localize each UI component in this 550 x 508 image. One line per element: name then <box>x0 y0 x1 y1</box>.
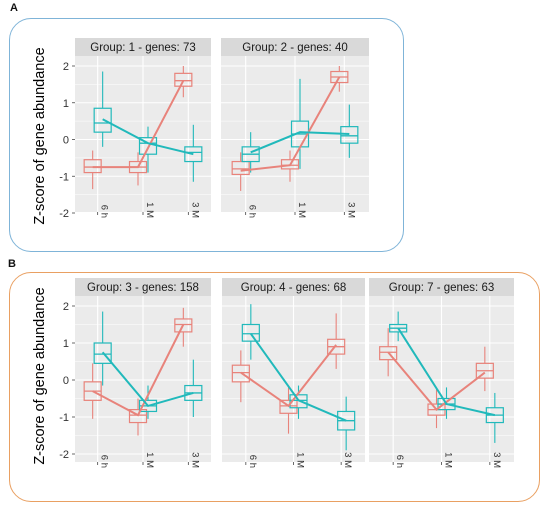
x-tick-label: 6 h <box>247 205 258 218</box>
box <box>241 323 260 342</box>
trend-line-salmon <box>92 324 185 417</box>
panel-label-a: A <box>10 2 18 14</box>
facet-1: Group: 1 - genes: 73 -2 -1 0 1 2 6 h 1 M 3 M <box>59 38 211 220</box>
panel-a-frame <box>9 18 404 252</box>
box <box>340 126 359 144</box>
box <box>379 346 398 361</box>
x-tick-label: 3 M <box>189 452 200 468</box>
facet-4: Group: 4 - genes: 68 6 h 1 M 3 M <box>222 278 365 468</box>
trend-line-teal <box>397 327 496 417</box>
y-tick-label: -2 <box>59 208 69 220</box>
facet-title: Group: 2 - genes: 40 <box>242 42 347 54</box>
box <box>93 107 112 133</box>
x-tick-label: 1 M <box>144 452 155 468</box>
x-tick-label: 6 h <box>247 455 258 468</box>
trend-line-salmon <box>240 344 337 408</box>
y-tick-label: 2 <box>63 301 69 313</box>
trend-line-salmon <box>92 80 185 169</box>
x-tick-label: 3 M <box>491 452 502 468</box>
x-tick-label: 6 h <box>99 205 110 218</box>
x-tick-label: 1 M <box>295 452 306 468</box>
facet-header <box>75 278 211 296</box>
x-tick-label: 3 M <box>189 202 200 218</box>
x-tick-label: 3 M <box>345 202 356 218</box>
trend-line-salmon <box>387 351 486 411</box>
y-tick-label: -1 <box>59 412 69 424</box>
box <box>279 399 298 414</box>
facet-header <box>369 278 514 296</box>
x-tick-label: 3 M <box>342 452 353 468</box>
trend-line-teal <box>101 351 194 408</box>
y-tick-label: 0 <box>63 135 69 147</box>
facet-header <box>221 38 369 56</box>
box <box>289 394 308 409</box>
box <box>93 342 112 364</box>
y-tick-label: -1 <box>59 171 69 183</box>
facet-header <box>75 38 211 56</box>
box <box>184 146 203 163</box>
y-tick-label: 2 <box>63 61 69 73</box>
facet-3: Group: 3 - genes: 158 -2 -1 0 1 2 6 h 1 M 3 M <box>59 278 211 468</box>
y-tick-label: 0 <box>63 375 69 387</box>
facet-title: Group: 7 - genes: 63 <box>389 282 494 294</box>
trend-line-teal <box>102 118 194 156</box>
box <box>174 318 193 333</box>
panel-label-b: B <box>8 258 16 270</box>
facet-2: Group: 2 - genes: 40 6 h 1 M 3 M <box>221 38 369 218</box>
x-tick-label: 1 M <box>296 202 307 218</box>
box <box>280 159 300 170</box>
trend-line-teal <box>250 131 350 154</box>
y-tick-label: 1 <box>63 98 69 110</box>
y-tick-label: 1 <box>63 338 69 350</box>
box <box>174 72 193 87</box>
facet-header <box>222 278 365 296</box>
facet-title: Group: 4 - genes: 68 <box>241 282 346 294</box>
x-tick-label: 1 M <box>144 202 155 218</box>
x-tick-label: 6 h <box>99 455 110 468</box>
panel-b-frame <box>9 272 540 502</box>
facet-5: Group: 7 - genes: 63 6 h 1 M 3 M <box>369 278 514 468</box>
x-tick-label: 6 h <box>394 455 405 468</box>
x-tick-label: 1 M <box>443 452 454 468</box>
trend-line-salmon <box>240 76 341 172</box>
box <box>128 409 148 424</box>
facet-title: Group: 3 - genes: 158 <box>87 282 199 294</box>
trend-line-teal <box>250 333 347 422</box>
y-tick-label: -2 <box>59 449 69 461</box>
facet-title: Group: 1 - genes: 73 <box>90 42 195 54</box>
box <box>231 160 250 176</box>
box <box>231 364 250 383</box>
